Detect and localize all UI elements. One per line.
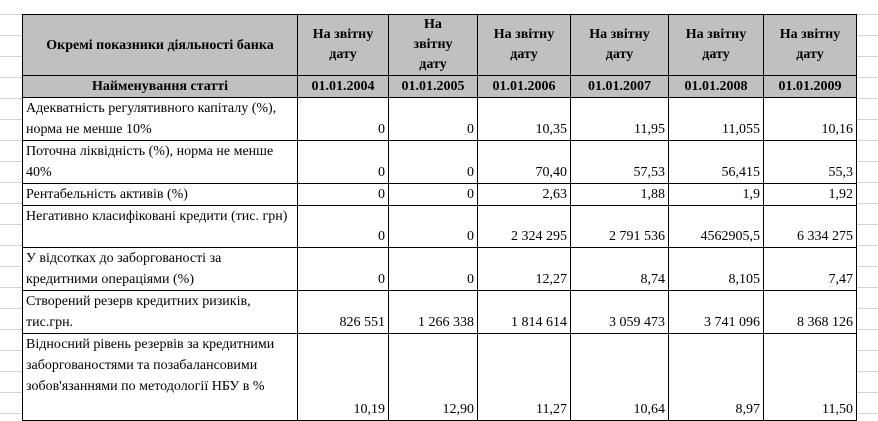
row-label: Негативно класифіковані кредити (тис. гр… <box>22 205 298 248</box>
row-value: 10,64 <box>570 333 669 421</box>
table-row: Поточна ліквідність (%), норма не менше … <box>22 140 857 184</box>
row-value: 0 <box>388 97 478 141</box>
row-value: 8,74 <box>570 247 669 291</box>
item-label: Найменування статті <box>22 75 298 98</box>
row-value: 10,19 <box>297 333 389 421</box>
row-value: 4562905,5 <box>668 205 764 248</box>
table-row: Адекватність регулятивного капіталу (%),… <box>22 97 857 141</box>
column-label: На звітну дату <box>477 14 571 76</box>
table-row: Відносний рівень резервів за кредитними … <box>22 333 857 421</box>
row-value: 8 368 126 <box>763 290 857 334</box>
row-value: 12,90 <box>388 333 478 421</box>
column-date: 01.01.2005 <box>388 75 478 98</box>
row-value: 11,95 <box>570 97 669 141</box>
row-label: У відсотках до заборгованості за кредитн… <box>22 247 298 291</box>
row-value: 0 <box>388 247 478 291</box>
row-label: Створений резерв кредитних ризиків, тис.… <box>22 290 298 334</box>
row-value: 0 <box>388 140 478 184</box>
table-row: Найменування статті 01.01.2004 01.01.2005 0… <box>22 75 857 98</box>
row-value: 0 <box>297 140 389 184</box>
column-label: На звітну дату <box>763 14 857 76</box>
row-value: 0 <box>388 183 478 206</box>
row-value: 1,92 <box>763 183 857 206</box>
row-value: 0 <box>297 247 389 291</box>
row-label: Відносний рівень резервів за кредитними … <box>22 333 298 421</box>
row-value: 0 <box>297 97 389 141</box>
table-row: Окремі показники діяльності банка На звіт… <box>22 14 857 76</box>
row-value: 2 324 295 <box>477 205 571 248</box>
row-value: 56,415 <box>668 140 764 184</box>
row-value: 1 266 338 <box>388 290 478 334</box>
row-value: 11,27 <box>477 333 571 421</box>
row-value: 0 <box>297 183 389 206</box>
column-label: На звітну дату <box>668 14 764 76</box>
row-value: 57,53 <box>570 140 669 184</box>
table-row: Створений резерв кредитних ризиків, тис.… <box>22 290 857 334</box>
column-date: 01.01.2009 <box>763 75 857 98</box>
row-value: 11,055 <box>668 97 764 141</box>
row-label: Рентабельність активів (%) <box>22 183 298 206</box>
table-row: Негативно класифіковані кредити (тис. гр… <box>22 205 857 248</box>
column-label: На звітну дату <box>297 14 389 76</box>
row-value: 70,40 <box>477 140 571 184</box>
row-value: 55,3 <box>763 140 857 184</box>
row-value: 0 <box>388 205 478 248</box>
column-date: 01.01.2007 <box>570 75 669 98</box>
table-row: У відсотках до заборгованості за кредитн… <box>22 247 857 291</box>
row-value: 1,88 <box>570 183 669 206</box>
row-value: 11,50 <box>763 333 857 421</box>
row-value: 0 <box>297 205 389 248</box>
row-value: 2,63 <box>477 183 571 206</box>
row-value: 3 059 473 <box>570 290 669 334</box>
table-row: Рентабельність активів (%) 0 0 2,63 1,88 1,9 1… <box>22 183 857 206</box>
header-title: Окремі показники діяльності банка <box>22 14 298 76</box>
row-value: 8,97 <box>668 333 764 421</box>
indicators-table: Окремі показники діяльності банка На звіт… <box>22 14 857 421</box>
column-date: 01.01.2008 <box>668 75 764 98</box>
column-date: 01.01.2006 <box>477 75 571 98</box>
row-value: 826 551 <box>297 290 389 334</box>
row-value: 7,47 <box>763 247 857 291</box>
row-value: 8,105 <box>668 247 764 291</box>
column-label: На звітну дату <box>388 14 478 76</box>
column-date: 01.01.2004 <box>297 75 389 98</box>
row-value: 3 741 096 <box>668 290 764 334</box>
row-value: 10,16 <box>763 97 857 141</box>
row-value: 6 334 275 <box>763 205 857 248</box>
row-label: Поточна ліквідність (%), норма не менше … <box>22 140 298 184</box>
column-label: На звітну дату <box>570 14 669 76</box>
row-value: 1,9 <box>668 183 764 206</box>
row-value: 12,27 <box>477 247 571 291</box>
row-value: 10,35 <box>477 97 571 141</box>
row-value: 1 814 614 <box>477 290 571 334</box>
row-label: Адекватність регулятивного капіталу (%),… <box>22 97 298 141</box>
row-value: 2 791 536 <box>570 205 669 248</box>
